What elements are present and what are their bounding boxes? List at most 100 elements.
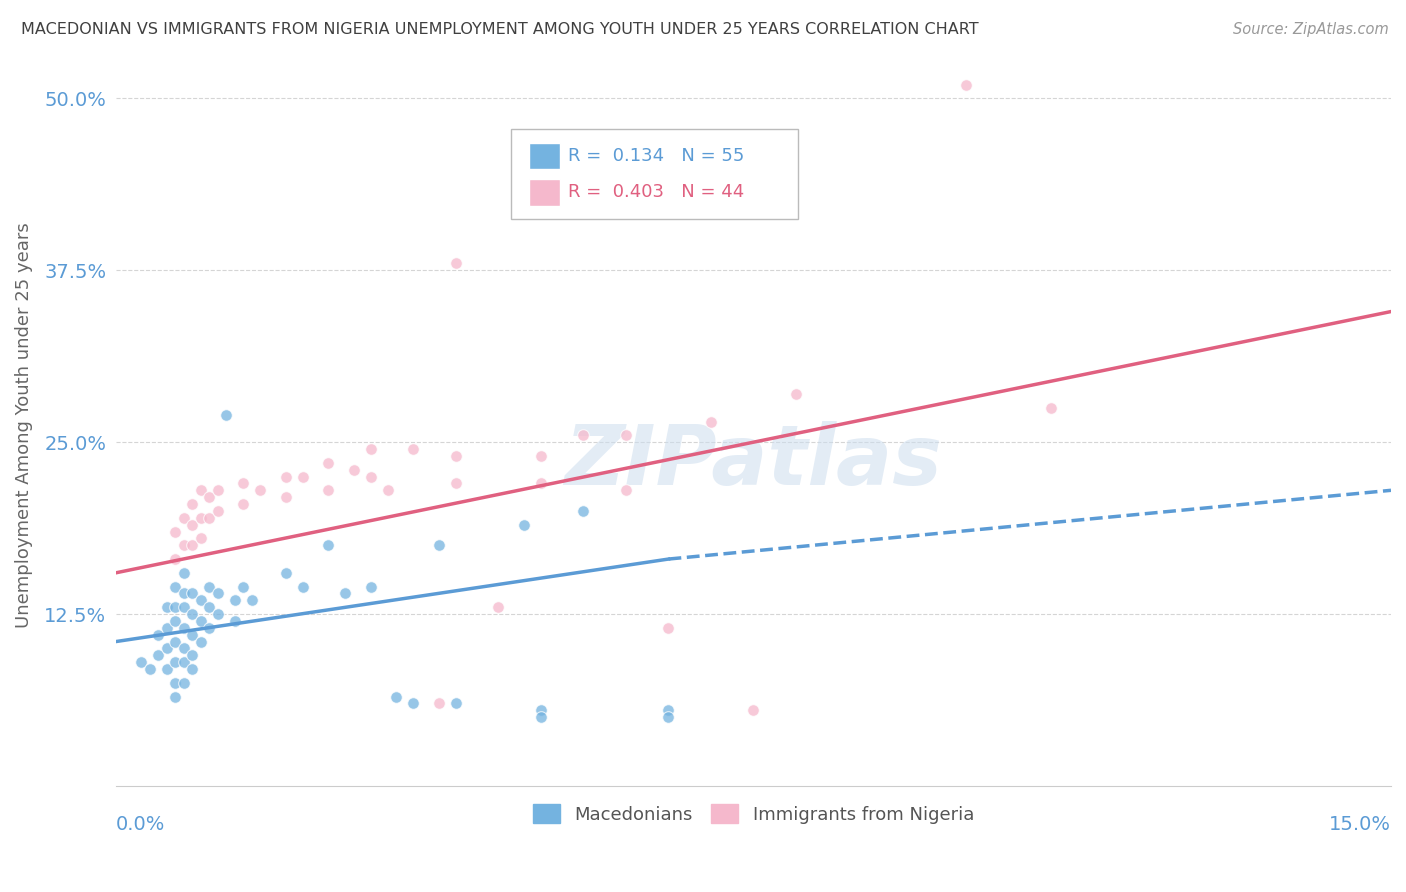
Point [190, 532, 212, 546]
Point [156, 641, 179, 656]
Point [318, 456, 340, 470]
Point [173, 655, 195, 669]
Point [785, 387, 807, 401]
Point [181, 586, 204, 600]
Point [165, 600, 187, 615]
Point [181, 648, 204, 663]
Point [343, 463, 366, 477]
Point [181, 497, 204, 511]
Point [165, 634, 187, 648]
Point [530, 710, 553, 724]
FancyBboxPatch shape [529, 179, 560, 206]
Point [249, 483, 271, 498]
Point [181, 517, 204, 532]
Point [181, 628, 204, 642]
Point [360, 580, 382, 594]
Point [148, 648, 170, 663]
Point [156, 662, 179, 676]
Point [207, 504, 229, 518]
Point [232, 476, 254, 491]
Point [224, 614, 246, 628]
Text: Source: ZipAtlas.com: Source: ZipAtlas.com [1233, 22, 1389, 37]
Point [131, 655, 153, 669]
Point [444, 256, 467, 270]
Point [614, 428, 637, 442]
Text: ZIPatlas: ZIPatlas [565, 421, 942, 501]
Point [232, 580, 254, 594]
Point [156, 600, 179, 615]
Point [156, 621, 179, 635]
Point [427, 697, 450, 711]
Point [198, 510, 221, 524]
Point [181, 538, 204, 552]
Point [181, 662, 204, 676]
Point [444, 449, 467, 463]
Point [198, 580, 221, 594]
Point [148, 628, 170, 642]
Point [572, 504, 595, 518]
Point [224, 593, 246, 607]
Point [614, 483, 637, 498]
Point [173, 675, 195, 690]
Point [742, 703, 765, 717]
Point [377, 483, 399, 498]
Point [274, 490, 297, 504]
Point [444, 697, 467, 711]
Point [165, 580, 187, 594]
Point [190, 510, 212, 524]
Point [318, 538, 340, 552]
Point [402, 697, 425, 711]
Point [657, 703, 679, 717]
Point [232, 497, 254, 511]
Point [165, 690, 187, 704]
Point [173, 641, 195, 656]
Point [700, 415, 723, 429]
Y-axis label: Unemployment Among Youth under 25 years: Unemployment Among Youth under 25 years [15, 222, 32, 628]
Point [198, 621, 221, 635]
Point [488, 600, 510, 615]
Point [318, 483, 340, 498]
Point [190, 614, 212, 628]
Point [207, 607, 229, 621]
Text: 0.0%: 0.0% [115, 814, 166, 834]
Point [181, 607, 204, 621]
Point [165, 655, 187, 669]
Point [165, 614, 187, 628]
Point [530, 703, 553, 717]
Point [572, 428, 595, 442]
Point [291, 580, 314, 594]
Point [240, 593, 263, 607]
Point [198, 490, 221, 504]
Point [513, 517, 536, 532]
Point [274, 566, 297, 580]
Point [360, 442, 382, 456]
Text: MACEDONIAN VS IMMIGRANTS FROM NIGERIA UNEMPLOYMENT AMONG YOUTH UNDER 25 YEARS CO: MACEDONIAN VS IMMIGRANTS FROM NIGERIA UN… [21, 22, 979, 37]
Point [190, 483, 212, 498]
FancyBboxPatch shape [529, 143, 560, 169]
Point [190, 634, 212, 648]
Point [530, 476, 553, 491]
Point [173, 510, 195, 524]
Text: R =  0.403   N = 44: R = 0.403 N = 44 [568, 184, 744, 202]
Point [173, 586, 195, 600]
Point [291, 469, 314, 483]
Point [530, 449, 553, 463]
Point [165, 524, 187, 539]
Point [402, 442, 425, 456]
Point [955, 78, 977, 92]
Point [139, 662, 162, 676]
Point [207, 586, 229, 600]
Point [198, 600, 221, 615]
Point [657, 621, 679, 635]
Point [173, 621, 195, 635]
FancyBboxPatch shape [512, 129, 799, 219]
Point [207, 483, 229, 498]
Point [1040, 401, 1063, 415]
Point [444, 476, 467, 491]
Point [385, 690, 408, 704]
Point [165, 675, 187, 690]
Text: R =  0.134   N = 55: R = 0.134 N = 55 [568, 147, 744, 165]
Point [173, 566, 195, 580]
Point [173, 538, 195, 552]
Point [165, 552, 187, 566]
